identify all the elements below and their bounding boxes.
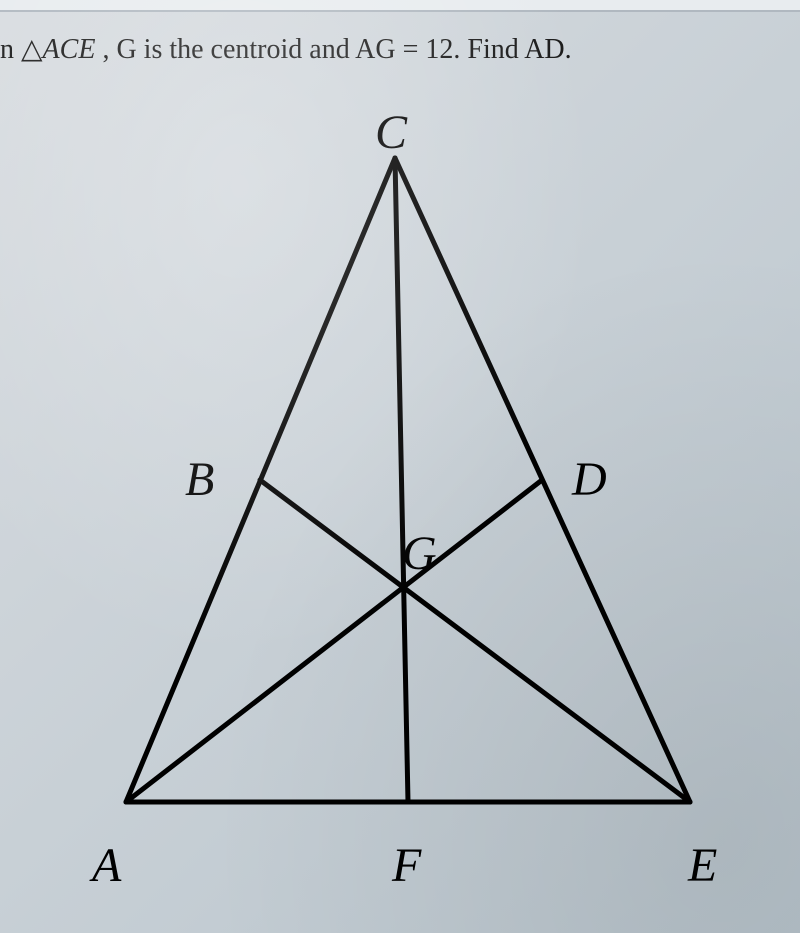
question-prefix: n <box>0 34 21 65</box>
label-G: G <box>402 526 437 581</box>
edge-C-F <box>395 158 408 802</box>
label-F: F <box>392 838 421 893</box>
label-E: E <box>688 838 717 893</box>
label-A: A <box>92 838 121 893</box>
edge-E-B <box>260 480 690 802</box>
label-D: D <box>572 452 607 507</box>
label-B: B <box>185 452 214 507</box>
triangle-diagram: C B D G A F E <box>50 90 750 910</box>
question-rest: , G is the centroid and AG = 12. Find AD… <box>95 34 571 65</box>
edge-A-D <box>126 480 542 802</box>
triangle-name: ACE <box>43 34 96 65</box>
question-text-line: n △ACE , G is the centroid and AG = 12. … <box>0 12 800 66</box>
label-C: C <box>375 105 407 160</box>
window-top-bar <box>0 0 800 12</box>
triangle-symbol: △ <box>21 34 43 65</box>
triangle-svg <box>50 90 750 910</box>
